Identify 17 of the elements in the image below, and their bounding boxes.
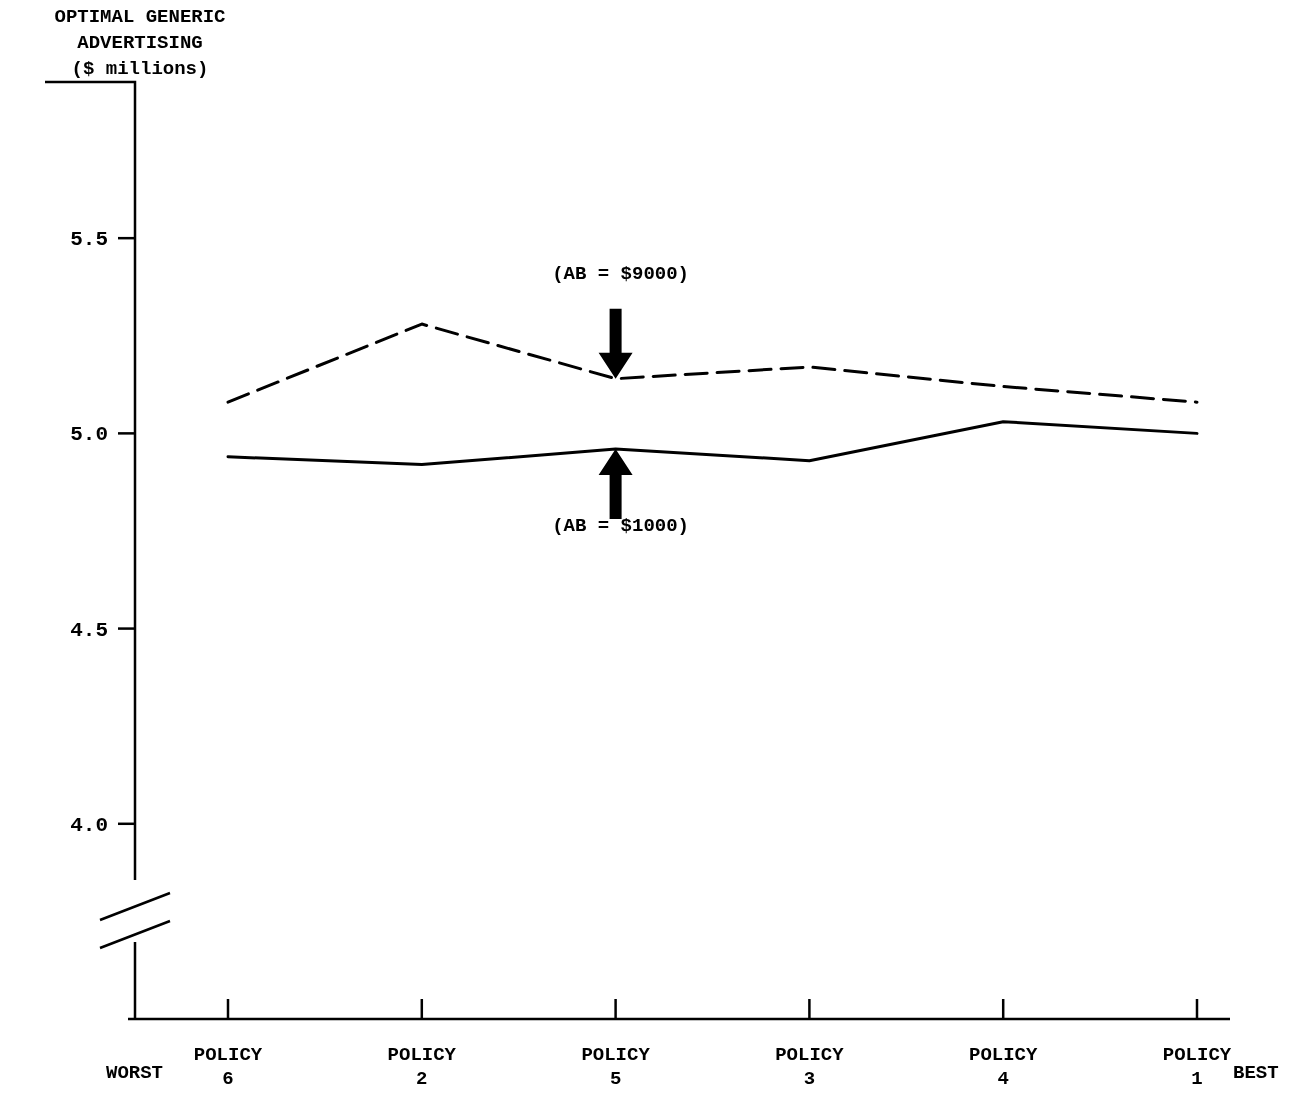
y-tick-label: 5.0: [70, 423, 108, 447]
x-tick-label: POLICY 6: [193, 1044, 263, 1090]
x-tick-label: POLICY 1: [1162, 1044, 1232, 1090]
x-tick-label: POLICY 2: [387, 1044, 457, 1090]
annotation: (AB = $1000): [552, 514, 690, 537]
x-tick-label: POLICY 5: [581, 1044, 651, 1090]
y-tick-label: 4.0: [70, 813, 108, 837]
text: WORST: [105, 1062, 163, 1084]
text: BEST: [1233, 1062, 1279, 1084]
y-axis-title: OPTIMAL GENERIC ADVERTISING ($ millions): [54, 6, 226, 80]
y-tick-label: 4.5: [70, 618, 108, 642]
line-series: [226, 322, 1199, 404]
y-tick-label: 5.5: [70, 228, 108, 252]
x-tick-label: POLICY 3: [775, 1044, 845, 1090]
line-series: [226, 420, 1199, 467]
x-tick-label: POLICY 4: [968, 1044, 1038, 1090]
annotation: (AB = $9000): [552, 262, 690, 285]
